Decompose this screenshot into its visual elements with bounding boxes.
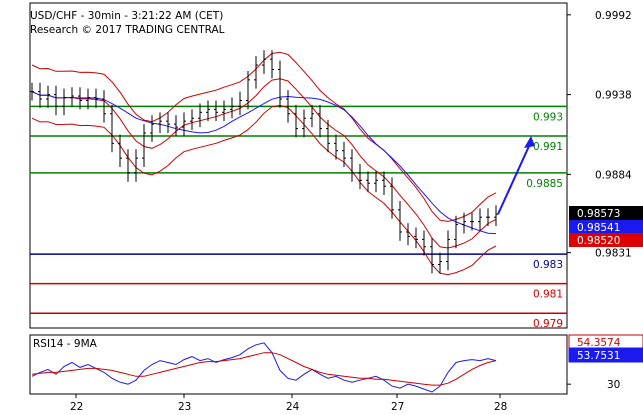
price-bar: [278, 60, 282, 108]
price-bar: [398, 200, 402, 241]
price-bar: [422, 230, 426, 256]
price-bar: [86, 88, 90, 110]
price-bar: [214, 100, 218, 122]
x-axis-label: 24: [286, 401, 300, 413]
price-bar: [230, 97, 234, 119]
price-bar: [142, 124, 146, 167]
price-bar: [134, 149, 138, 182]
price-bar: [126, 149, 130, 182]
price-bar: [198, 103, 202, 128]
level-label: 0.981: [533, 289, 563, 301]
price-bar: [302, 109, 306, 138]
price-bar: [382, 171, 386, 196]
bollinger-lower-line: [31, 104, 497, 276]
rsi-panel-frame: [29, 334, 568, 395]
price-axis-label: 0.9831: [595, 248, 632, 260]
x-axis-label: 28: [494, 401, 507, 413]
rsi-series-line: [31, 352, 497, 386]
price-bar: [246, 70, 250, 110]
price-panel-frame: [29, 2, 568, 329]
rsi-series-line: [31, 342, 497, 393]
rsi-axis-label: 30: [607, 379, 620, 391]
rsi-badge: [568, 347, 643, 363]
price-bar: [486, 208, 490, 227]
price-bar: [454, 215, 458, 249]
price-bar: [38, 82, 42, 108]
price-badge-label: 0.98520: [577, 235, 620, 247]
price-axis-label: 0.9938: [595, 90, 632, 102]
price-axis-label: 0.9992: [595, 10, 632, 22]
rsi-title: RSI14 - 9MA: [33, 338, 98, 350]
price-bar: [94, 88, 98, 108]
level-label: 0.991: [533, 141, 563, 153]
rsi-badge-label: 53.7531: [577, 350, 620, 362]
price-bar: [374, 171, 378, 193]
price-bar: [310, 104, 314, 128]
price-bar: [270, 50, 274, 79]
price-bar: [406, 223, 410, 246]
price-bar: [334, 134, 338, 160]
price-bar: [438, 252, 442, 274]
bollinger-middle-line: [31, 78, 497, 249]
level-label: 0.9885: [526, 178, 563, 190]
price-badge: [569, 233, 643, 247]
level-label: 0.979: [533, 318, 563, 330]
price-bar: [470, 212, 474, 231]
price-bar: [390, 177, 394, 219]
price-bar: [342, 141, 346, 167]
price-bar: [238, 91, 242, 116]
chart-title: USD/CHF - 30min - 3:21:22 AM (CET): [30, 10, 224, 22]
price-badge-label: 0.98541: [577, 222, 620, 234]
price-bar: [174, 115, 178, 136]
price-bar: [158, 112, 162, 133]
projection-arrow-shaft: [497, 143, 531, 215]
price-badge-label: 0.98573: [577, 208, 620, 220]
price-bar: [462, 212, 466, 234]
x-axis-label: 22: [70, 401, 83, 413]
price-badge: [569, 220, 643, 234]
moving-average-line: [31, 91, 497, 235]
price-bar: [166, 112, 170, 133]
price-bar: [286, 90, 290, 123]
price-bar: [430, 237, 434, 274]
price-bar: [102, 90, 106, 123]
price-bar: [294, 104, 298, 138]
price-bar: [62, 88, 66, 116]
x-axis-label: 23: [178, 401, 191, 413]
x-axis-label: 27: [391, 401, 404, 413]
price-bar: [206, 100, 210, 122]
price-bar: [222, 100, 226, 122]
price-bar: [262, 50, 266, 74]
rsi-badge-label: 54.3574: [577, 337, 621, 349]
price-bar: [350, 149, 354, 182]
price-bar: [78, 87, 82, 110]
level-label: 0.993: [533, 111, 563, 123]
price-bar: [150, 115, 154, 142]
price-bar: [366, 171, 370, 193]
price-bar: [190, 109, 194, 131]
price-badge: [569, 206, 643, 220]
chart-copyright: Research © 2017 TRADING CENTRAL: [30, 24, 225, 36]
projection-arrow-head: [524, 135, 535, 148]
price-bar: [70, 87, 74, 107]
price-bar: [414, 227, 418, 249]
price-bar: [318, 104, 322, 138]
price-bar: [326, 119, 330, 153]
price-axis-label: 0.9884: [595, 169, 632, 181]
price-bar: [118, 134, 122, 167]
price-bar: [254, 56, 258, 89]
price-bar: [30, 82, 34, 101]
price-bar: [46, 85, 50, 108]
price-bar: [358, 164, 362, 190]
price-bar: [494, 205, 498, 227]
price-bar: [478, 208, 482, 231]
price-bar: [54, 85, 58, 116]
price-bar: [182, 112, 186, 136]
level-label: 0.983: [533, 259, 563, 271]
price-bar: [110, 104, 114, 153]
price-bar: [446, 230, 450, 271]
